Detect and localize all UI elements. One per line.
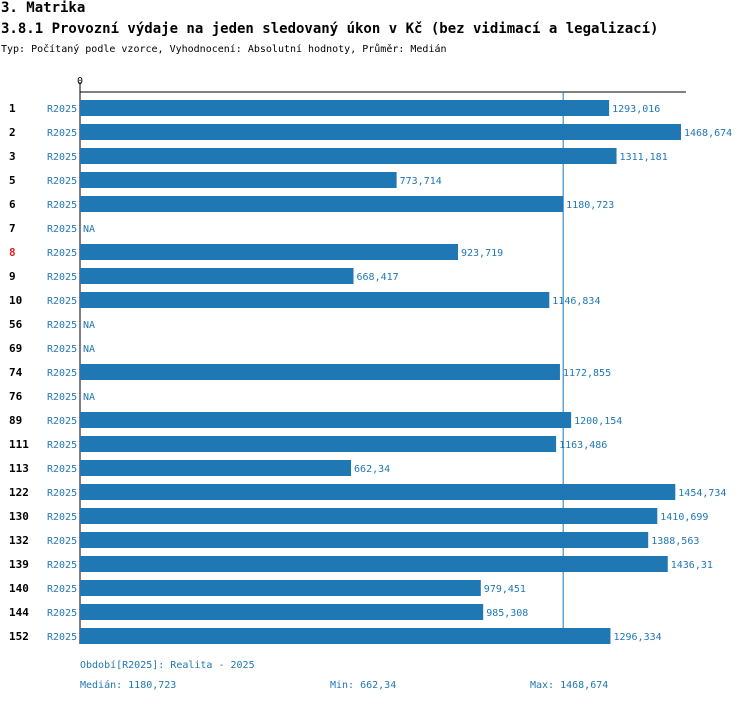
period-label: R2025 bbox=[47, 584, 77, 595]
bar bbox=[80, 100, 610, 116]
category-label: 74 bbox=[9, 366, 23, 379]
category-label: 3 bbox=[9, 150, 16, 163]
axis-zero-label: 0 bbox=[77, 76, 83, 87]
data-label: 1410,699 bbox=[660, 512, 708, 523]
category-label: 69 bbox=[9, 342, 22, 355]
category-label: 144 bbox=[9, 606, 29, 619]
bar bbox=[80, 244, 458, 260]
data-label: 979,451 bbox=[484, 584, 526, 595]
period-label: R2025 bbox=[47, 200, 77, 211]
category-label: 89 bbox=[9, 414, 22, 427]
bar bbox=[80, 604, 484, 620]
bar bbox=[80, 124, 681, 140]
data-label: 923,719 bbox=[461, 248, 503, 259]
bar bbox=[80, 148, 617, 164]
period-label: R2025 bbox=[47, 128, 77, 139]
data-label: 1468,674 bbox=[684, 128, 732, 139]
period-label: R2025 bbox=[47, 176, 77, 187]
data-label: NA bbox=[83, 344, 95, 355]
category-label: 9 bbox=[9, 270, 16, 283]
period-label: R2025 bbox=[47, 248, 77, 259]
data-label: 662,34 bbox=[354, 464, 390, 475]
data-label: NA bbox=[83, 392, 95, 403]
period-label: R2025 bbox=[47, 392, 77, 403]
period-label: R2025 bbox=[47, 320, 77, 331]
category-label: 132 bbox=[9, 534, 29, 547]
footer-min: Min: 662,34 bbox=[330, 680, 397, 691]
data-label: 1311,181 bbox=[620, 152, 668, 163]
category-label: 139 bbox=[9, 558, 29, 571]
bar bbox=[80, 268, 354, 284]
bar bbox=[80, 364, 560, 380]
period-label: R2025 bbox=[47, 536, 77, 547]
period-label: R2025 bbox=[47, 440, 77, 451]
bar bbox=[80, 628, 611, 644]
category-label: 122 bbox=[9, 486, 29, 499]
bar bbox=[80, 484, 676, 500]
category-label: 6 bbox=[9, 198, 16, 211]
period-label: R2025 bbox=[47, 608, 77, 619]
bar bbox=[80, 412, 572, 428]
bar bbox=[80, 292, 550, 308]
section-title: 3. Matrika bbox=[1, 0, 86, 16]
data-label: 1436,31 bbox=[671, 560, 713, 571]
period-label: R2025 bbox=[47, 488, 77, 499]
category-label: 76 bbox=[9, 390, 23, 403]
footer-median: Medián: 1180,723 bbox=[80, 680, 177, 691]
period-label: R2025 bbox=[47, 344, 77, 355]
category-label: 140 bbox=[9, 582, 29, 595]
chart-title: 3.8.1 Provozní výdaje na jeden sledovaný… bbox=[1, 21, 659, 37]
period-label: R2025 bbox=[47, 152, 77, 163]
bar bbox=[80, 196, 564, 212]
data-label: NA bbox=[83, 224, 95, 235]
period-label: R2025 bbox=[47, 272, 77, 283]
period-label: R2025 bbox=[47, 296, 77, 307]
category-label: 56 bbox=[9, 318, 23, 331]
data-label: 1163,486 bbox=[559, 440, 607, 451]
footer-period: Období[R2025]: Realita - 2025 bbox=[80, 660, 255, 671]
period-label: R2025 bbox=[47, 104, 77, 115]
category-label: 7 bbox=[9, 222, 16, 235]
chart-subtitle: Typ: Počítaný podle vzorce, Vyhodnocení:… bbox=[1, 44, 447, 55]
bar bbox=[80, 580, 481, 596]
bar bbox=[80, 436, 557, 452]
period-label: R2025 bbox=[47, 368, 77, 379]
category-label: 10 bbox=[9, 294, 22, 307]
bar bbox=[80, 460, 352, 476]
data-label: 1296,334 bbox=[613, 632, 661, 643]
category-label: 2 bbox=[9, 126, 16, 139]
data-label: 985,308 bbox=[486, 608, 528, 619]
data-label: 1454,734 bbox=[678, 488, 726, 499]
period-label: R2025 bbox=[47, 560, 77, 571]
category-label: 152 bbox=[9, 630, 29, 643]
data-label: 1293,016 bbox=[612, 104, 660, 115]
period-label: R2025 bbox=[47, 224, 77, 235]
footer-max: Max: 1468,674 bbox=[530, 680, 609, 691]
data-label: 773,714 bbox=[400, 176, 442, 187]
category-label: 130 bbox=[9, 510, 29, 523]
data-label: NA bbox=[83, 320, 95, 331]
category-label: 8 bbox=[9, 246, 16, 259]
bar bbox=[80, 532, 649, 548]
data-label: 1388,563 bbox=[651, 536, 699, 547]
period-label: R2025 bbox=[47, 464, 77, 475]
bar bbox=[80, 508, 658, 524]
period-label: R2025 bbox=[47, 416, 77, 427]
data-label: 1180,723 bbox=[566, 200, 614, 211]
data-label: 1146,834 bbox=[552, 296, 600, 307]
bar bbox=[80, 556, 668, 572]
period-label: R2025 bbox=[47, 632, 77, 643]
data-label: 1200,154 bbox=[574, 416, 622, 427]
period-label: R2025 bbox=[47, 512, 77, 523]
bar bbox=[80, 172, 397, 188]
category-label: 1 bbox=[9, 102, 16, 115]
category-label: 111 bbox=[9, 438, 29, 451]
category-label: 113 bbox=[9, 462, 29, 475]
category-label: 5 bbox=[9, 174, 16, 187]
data-label: 668,417 bbox=[357, 272, 399, 283]
data-label: 1172,855 bbox=[563, 368, 611, 379]
